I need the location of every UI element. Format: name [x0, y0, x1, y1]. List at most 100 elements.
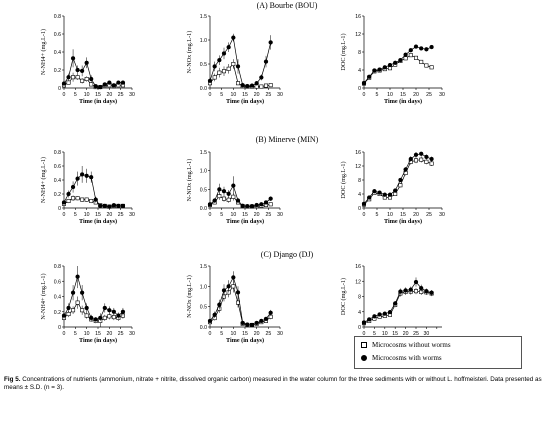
series-with-worms-point	[70, 184, 76, 190]
series-without-worms-point	[268, 83, 273, 88]
series-with-worms-point	[221, 51, 227, 56]
legend: Microcosms without worms Microcosms with…	[354, 336, 522, 369]
series-with-worms-point	[98, 203, 103, 209]
y-axis-label: DOC (mg.L-1)	[340, 161, 347, 198]
series-with-worms-point	[429, 290, 434, 295]
y-tick-label: 4	[358, 68, 361, 74]
y-axis-label: N-NH4+ (mg.L-1)	[40, 29, 47, 75]
x-tick-label: 5	[220, 212, 223, 218]
series-with-worms-point	[102, 82, 107, 87]
x-tick-label: 10	[387, 212, 393, 218]
x-axis-label: Time (in days)	[226, 98, 264, 105]
series-without-worms-point	[107, 314, 112, 319]
x-tick-label: 20	[106, 212, 112, 218]
series-with-worms-point	[207, 202, 213, 207]
series-without-worms-point	[413, 158, 418, 163]
series-with-worms-point	[217, 302, 222, 307]
series-with-worms-point	[429, 156, 434, 162]
chart-panel-A-NH4: 0 0.2 0.4 0.6 0.8 0 5 10 15 20 25 30 Time (in days) N…	[40, 14, 135, 105]
x-tick-label: 15	[242, 331, 248, 337]
x-tick-label: 30	[277, 212, 283, 218]
series-with-worms-point	[259, 202, 264, 207]
series-with-worms-point	[382, 311, 387, 316]
series-with-worms-point	[111, 83, 117, 88]
series-with-worms-point	[226, 191, 231, 196]
series-without-worms-point	[66, 199, 71, 204]
y-tick-label: 1.0	[200, 284, 207, 290]
series-with-worms-point	[413, 279, 419, 285]
series-with-worms-point	[79, 172, 85, 177]
x-tick-label: 30	[439, 92, 445, 98]
series-with-worms-point	[393, 60, 398, 65]
series-with-worms-point	[89, 315, 94, 321]
y-tick-label: 0	[58, 86, 61, 92]
series-without-worms-point	[84, 313, 89, 318]
series-without-worms-point	[403, 56, 408, 61]
series-without-worms-point	[89, 199, 94, 204]
series-with-worms-point	[245, 83, 250, 89]
x-tick-label: 25	[265, 92, 271, 98]
y-tick-label: 12	[355, 164, 361, 170]
series-with-worms-point	[398, 177, 403, 183]
series-with-worms-point	[254, 202, 259, 208]
chart-panel-A-NOx: 0.0 0.5 1.0 1.5 0 5 10 15 20 25 30 Time (in days) N-…	[186, 14, 283, 105]
series-with-worms-point	[382, 192, 387, 197]
series-without-worms-point	[231, 61, 236, 66]
series-with-worms-point	[361, 80, 367, 86]
y-tick-label: 0	[58, 206, 61, 212]
x-tick-label: 10	[84, 331, 90, 337]
series-with-worms-point	[367, 195, 372, 200]
series-with-worms-point	[268, 196, 273, 201]
series-without-worms-point	[80, 78, 85, 83]
x-axis-label: Time (in days)	[79, 98, 117, 105]
series-without-worms-point	[429, 161, 434, 166]
series-without-worms-point	[66, 312, 71, 317]
series-with-worms-point	[245, 203, 250, 209]
series-with-worms-point	[377, 312, 382, 317]
series-with-worms-point	[398, 289, 403, 294]
y-tick-label: 0	[58, 325, 61, 331]
chart-panel-B-DOC: 0 4 8 12 16 0 5 10 15 20 25 30 Time (in days) DOC (mg…	[340, 150, 445, 225]
chart-panel-C-NOx: 0.0 0.5 1.0 1.5 0 5 10 15 20 25 30 Time (in days) N-…	[186, 264, 283, 344]
y-tick-label: 0.2	[54, 310, 61, 316]
series-with-worms-point	[393, 188, 398, 193]
x-tick-label: 20	[106, 92, 112, 98]
series-with-worms-point	[424, 47, 429, 52]
series-without-worms-point	[84, 77, 89, 82]
y-axis-label: N-NOx (mg.L-1)	[186, 31, 193, 74]
series-with-worms-line	[363, 46, 432, 84]
y-axis-label: DOC (mg.L-1)	[340, 278, 347, 315]
series-with-worms-point	[408, 287, 413, 292]
series-with-worms-point	[413, 152, 419, 157]
chart-panel-B-NOx: 0.0 0.5 1.0 1.5 0 5 10 15 20 25 30 Time (in days) N-…	[186, 150, 283, 225]
series-with-worms-point	[84, 173, 89, 178]
series-with-worms-point	[75, 67, 80, 73]
x-tick-label: 10	[230, 92, 236, 98]
series-with-worms-point	[66, 305, 71, 311]
series-with-worms-point	[424, 289, 429, 294]
x-tick-label: 5	[74, 331, 77, 337]
series-without-worms-point	[102, 315, 107, 320]
series-with-worms-point	[93, 317, 98, 322]
series-with-worms-point	[387, 192, 393, 197]
series-with-worms-point	[367, 74, 372, 79]
x-tick-label: 20	[403, 331, 409, 337]
x-tick-label: 0	[363, 331, 366, 337]
series-with-worms-point	[231, 35, 236, 40]
series-with-worms-point	[221, 189, 227, 194]
x-tick-label: 25	[118, 212, 124, 218]
series-without-worms-point	[80, 308, 85, 313]
series-with-worms-point	[89, 76, 94, 82]
series-with-worms-point	[111, 309, 117, 314]
x-tick-label: 15	[95, 92, 101, 98]
series-without-worms-point	[75, 196, 80, 201]
series-without-worms-point	[80, 197, 85, 202]
series-without-worms-point	[268, 314, 273, 319]
series-without-worms-point	[71, 308, 76, 313]
series-with-worms-point	[207, 318, 213, 324]
x-tick-label: 0	[363, 212, 366, 218]
series-without-worms-point	[236, 81, 241, 86]
series-with-worms-point	[66, 75, 71, 80]
series-without-worms-line	[363, 159, 432, 205]
series-without-worms-point	[71, 196, 76, 201]
